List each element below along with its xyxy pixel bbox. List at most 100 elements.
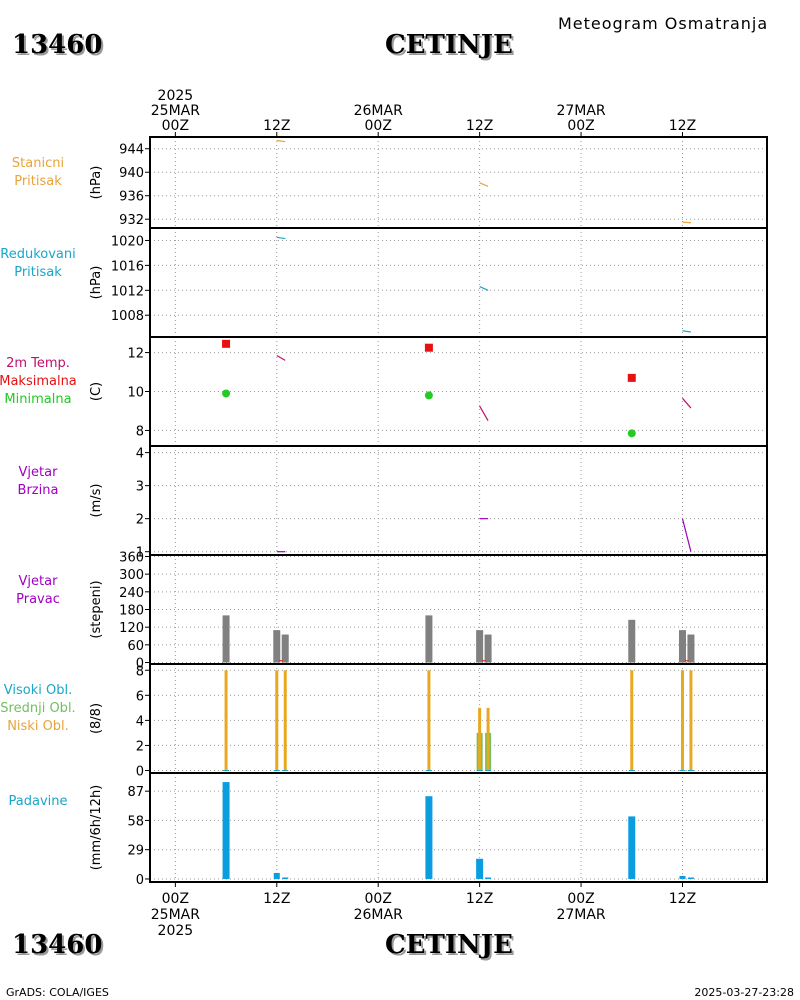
precipitation-bar bbox=[273, 872, 280, 879]
panel-frame bbox=[149, 136, 768, 229]
low-cloud-bar bbox=[630, 670, 634, 771]
y-tick-label: 0 bbox=[136, 764, 144, 779]
panel-frame bbox=[149, 227, 768, 338]
series-segment bbox=[682, 330, 692, 333]
time-label-top: 00Z bbox=[567, 118, 594, 134]
panel-label: Pritisak bbox=[14, 174, 62, 189]
time-label-top: 26MAR bbox=[354, 103, 403, 119]
y-tick-label: 10 bbox=[127, 386, 144, 401]
y-tick-label: 87 bbox=[127, 785, 144, 800]
y-tick-label: 12 bbox=[127, 347, 144, 362]
y-tick-label: 4 bbox=[136, 447, 144, 462]
y-tick-label: 60 bbox=[127, 639, 144, 654]
precipitation-bar bbox=[628, 816, 636, 879]
y-tick-label: 240 bbox=[119, 586, 144, 601]
low-cloud-bar bbox=[224, 670, 228, 771]
time-label-bottom: 12Z bbox=[466, 891, 493, 907]
time-label-top: 27MAR bbox=[556, 103, 605, 119]
y-tick-label: 1020 bbox=[111, 234, 144, 249]
time-label-bottom: 26MAR bbox=[354, 907, 403, 923]
y-axis-label: (mm/6h/12h) bbox=[89, 785, 104, 871]
temperature-segment bbox=[276, 354, 286, 361]
y-axis-label: (m/s) bbox=[89, 484, 104, 518]
panel-label: Vjetar bbox=[19, 574, 59, 589]
precipitation-bar bbox=[476, 858, 484, 879]
panel-label: Srednji Obl. bbox=[0, 701, 75, 716]
series-segment bbox=[681, 518, 692, 552]
series-segment bbox=[276, 139, 286, 143]
time-label-bottom: 27MAR bbox=[556, 907, 605, 923]
panel-label: Niski Obl. bbox=[7, 719, 69, 734]
y-tick-label: 4 bbox=[136, 714, 144, 729]
footer-timestamp: 2025-03-27-23:28 bbox=[694, 986, 794, 999]
time-label-bottom: 12Z bbox=[669, 891, 696, 907]
wind-direction-bar bbox=[273, 630, 281, 663]
y-tick-label: 58 bbox=[127, 814, 144, 829]
time-label-top: 00Z bbox=[162, 118, 189, 134]
panel-label: Padavine bbox=[9, 794, 68, 809]
y-axis-label: (8/8) bbox=[89, 703, 104, 734]
y-axis-label: (stepeni) bbox=[89, 580, 104, 638]
low-cloud-bar bbox=[283, 670, 287, 771]
y-tick-label: 2 bbox=[136, 513, 144, 528]
chart-subtitle: Meteogram Osmatranja bbox=[558, 14, 769, 33]
y-tick-label: 932 bbox=[119, 213, 144, 228]
station-name-bottom: CETINJE bbox=[385, 930, 513, 960]
y-tick-label: 1 bbox=[136, 546, 144, 561]
y-tick-label: 2 bbox=[136, 739, 144, 754]
max-temp-point bbox=[424, 343, 433, 352]
y-tick-label: 29 bbox=[127, 844, 144, 859]
panel-frame bbox=[149, 445, 768, 556]
temperature-segment bbox=[479, 405, 489, 421]
panel-label: Visoki Obl. bbox=[4, 683, 72, 698]
low-cloud-bar bbox=[689, 670, 693, 771]
y-tick-label: 8 bbox=[136, 424, 144, 439]
y-tick-label: 936 bbox=[119, 190, 144, 205]
y-tick-label: 1012 bbox=[111, 284, 144, 299]
low-cloud-bar bbox=[275, 670, 279, 771]
station-id-top: 13460 bbox=[12, 30, 103, 60]
precipitation-bar bbox=[222, 782, 230, 879]
wind-direction-bar bbox=[281, 634, 289, 663]
footer-credit: GrADS: COLA/IGES bbox=[6, 986, 109, 999]
series-segment bbox=[682, 221, 691, 224]
max-temp-point bbox=[222, 339, 231, 348]
wind-direction-bar bbox=[484, 634, 492, 663]
low-cloud-bar bbox=[680, 670, 684, 771]
precipitation-bar bbox=[687, 877, 694, 879]
y-tick-label: 0 bbox=[136, 873, 144, 888]
y-tick-label: 120 bbox=[119, 621, 144, 636]
temperature-segment bbox=[682, 397, 692, 409]
y-tick-label: 8 bbox=[136, 664, 144, 679]
panel-label: Brzina bbox=[18, 483, 59, 498]
panel-label: Pravac bbox=[16, 592, 60, 607]
panel-frame bbox=[149, 772, 768, 883]
wind-direction-bar bbox=[678, 630, 686, 663]
y-axis-label: (hPa) bbox=[89, 166, 104, 200]
station-name-top: CETINJE bbox=[385, 30, 513, 60]
series-segment bbox=[479, 285, 489, 291]
y-tick-label: 940 bbox=[119, 166, 144, 181]
time-label-top: 12Z bbox=[669, 118, 696, 134]
time-label-bottom: 00Z bbox=[567, 891, 594, 907]
time-label-bottom: 00Z bbox=[162, 891, 189, 907]
panel-frame bbox=[149, 663, 768, 774]
y-tick-label: 1008 bbox=[111, 309, 144, 324]
wind-direction-bar bbox=[687, 634, 695, 663]
low-cloud-bar bbox=[486, 707, 490, 771]
panel-label: Stanicni bbox=[12, 156, 64, 171]
y-axis-label: (C) bbox=[89, 382, 104, 401]
y-tick-label: 944 bbox=[119, 143, 144, 158]
min-temp-point bbox=[627, 429, 636, 438]
series-segment bbox=[479, 182, 489, 187]
panel-label: Pritisak bbox=[14, 265, 62, 280]
y-tick-label: 360 bbox=[119, 550, 144, 565]
y-tick-label: 180 bbox=[119, 604, 144, 619]
y-tick-label: 300 bbox=[119, 568, 144, 583]
time-label-top: 00Z bbox=[365, 118, 392, 134]
low-cloud-bar bbox=[478, 707, 482, 771]
panel-label: 2m Temp. bbox=[6, 356, 70, 371]
panel-label: Minimalna bbox=[4, 392, 71, 407]
wind-direction-bar bbox=[425, 615, 433, 663]
